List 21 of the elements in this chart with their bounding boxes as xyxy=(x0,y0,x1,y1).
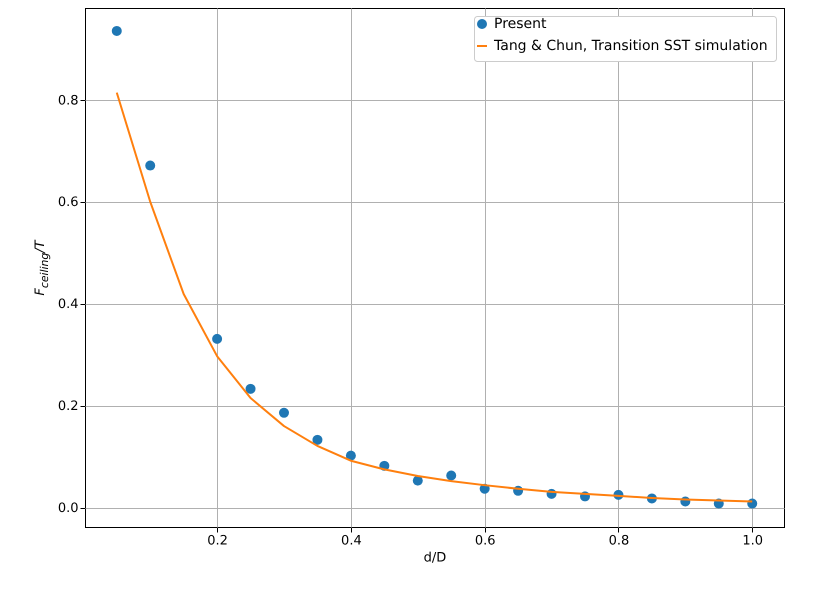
point xyxy=(446,470,456,480)
y-tick-label: 0.2 xyxy=(58,399,78,414)
point xyxy=(212,334,222,344)
x-tick-label: 0.6 xyxy=(474,534,496,548)
point xyxy=(246,384,256,394)
legend-label: Present xyxy=(494,16,548,32)
x-tick-label: 1.0 xyxy=(742,534,764,548)
point xyxy=(279,408,289,418)
x-tick-label: 0.4 xyxy=(341,534,362,548)
point xyxy=(312,434,322,445)
x-axis-title: d/D xyxy=(424,550,446,566)
legend-label: Tang & Chun, Transition SST simulation xyxy=(493,38,768,54)
y-tick-label: 0.0 xyxy=(58,501,78,516)
y-tick-label: 0.6 xyxy=(58,195,78,210)
point xyxy=(112,26,122,36)
y-tick-label: 0.4 xyxy=(58,297,78,312)
point xyxy=(346,450,356,461)
x-tick-label: 0.8 xyxy=(608,534,630,548)
y-tick-label: 0.8 xyxy=(58,93,78,108)
x-tick-label: 0.2 xyxy=(207,534,228,548)
point xyxy=(145,160,156,171)
